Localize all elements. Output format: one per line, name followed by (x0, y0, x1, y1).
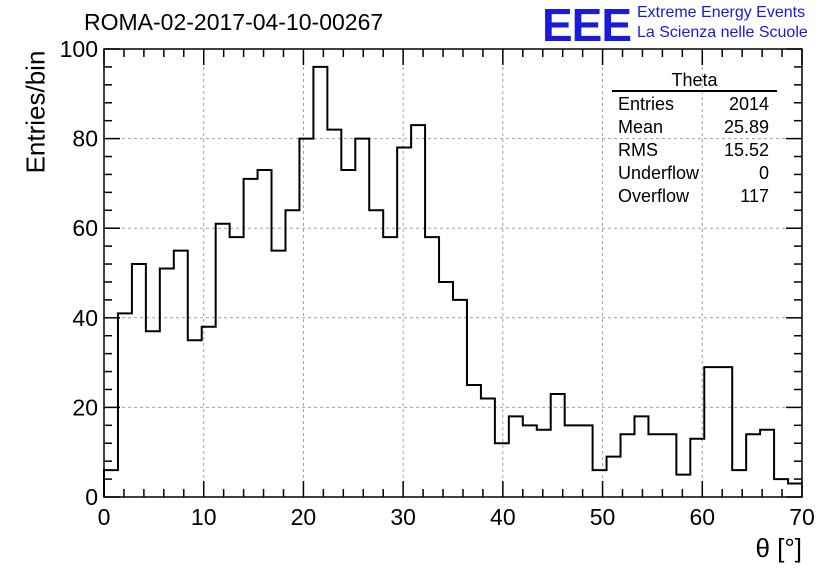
stats-row-mean: Mean 25.89 (612, 116, 777, 139)
grid-lines (104, 49, 802, 497)
logo-line-2: La Scienza nelle Scuole (637, 24, 808, 41)
x-tick-label: 10 (191, 504, 217, 530)
stats-title: Theta (612, 70, 777, 92)
stats-value: 2014 (728, 94, 769, 114)
logo-line-1: Extreme Energy Events (637, 4, 806, 21)
stats-row-underflow: Underflow 0 (612, 162, 777, 185)
eee-logo: EEE (542, 0, 632, 51)
stats-row-rms: RMS 15.52 (612, 139, 777, 162)
stats-value: 0 (758, 163, 769, 183)
y-tick-label: 100 (60, 36, 98, 62)
stats-label: RMS (618, 140, 658, 160)
y-tick-label: 40 (72, 305, 98, 331)
x-tick-label: 30 (390, 504, 416, 530)
stats-label: Overflow (618, 186, 690, 206)
stats-row-overflow: Overflow 117 (612, 185, 777, 208)
x-tick-label: 70 (789, 504, 815, 530)
y-axis-label: Entries/bin (20, 50, 51, 174)
stats-label: Underflow (618, 163, 700, 183)
stats-box: Theta Entries 2014 Mean 25.89 RMS 15.52 … (612, 70, 777, 208)
y-tick-label: 0 (85, 484, 98, 510)
x-tick-label: 50 (590, 504, 616, 530)
tick-labels: 0 10 20 30 40 50 60 70 0 20 40 60 80 100 (60, 36, 815, 530)
plot-frame (103, 48, 803, 498)
stats-value: 15.52 (723, 140, 769, 160)
y-tick-label: 60 (72, 215, 98, 241)
stats-label: Entries (618, 94, 675, 114)
stats-value: 117 (740, 186, 769, 206)
stats-row-entries: Entries 2014 (612, 93, 777, 116)
x-tick-label: 40 (490, 504, 516, 530)
x-tick-label: 20 (291, 504, 317, 530)
stats-value: 25.89 (723, 117, 769, 137)
chart-title: ROMA-02-2017-04-10-00267 (84, 9, 384, 35)
y-tick-label: 80 (72, 126, 98, 152)
x-axis-label: θ [°] (755, 533, 802, 563)
x-tick-label: 0 (98, 504, 111, 530)
y-tick-label: 20 (72, 394, 98, 420)
histogram-line (103, 65, 802, 497)
x-tick-label: 60 (689, 504, 715, 530)
stats-label: Mean (618, 117, 664, 137)
